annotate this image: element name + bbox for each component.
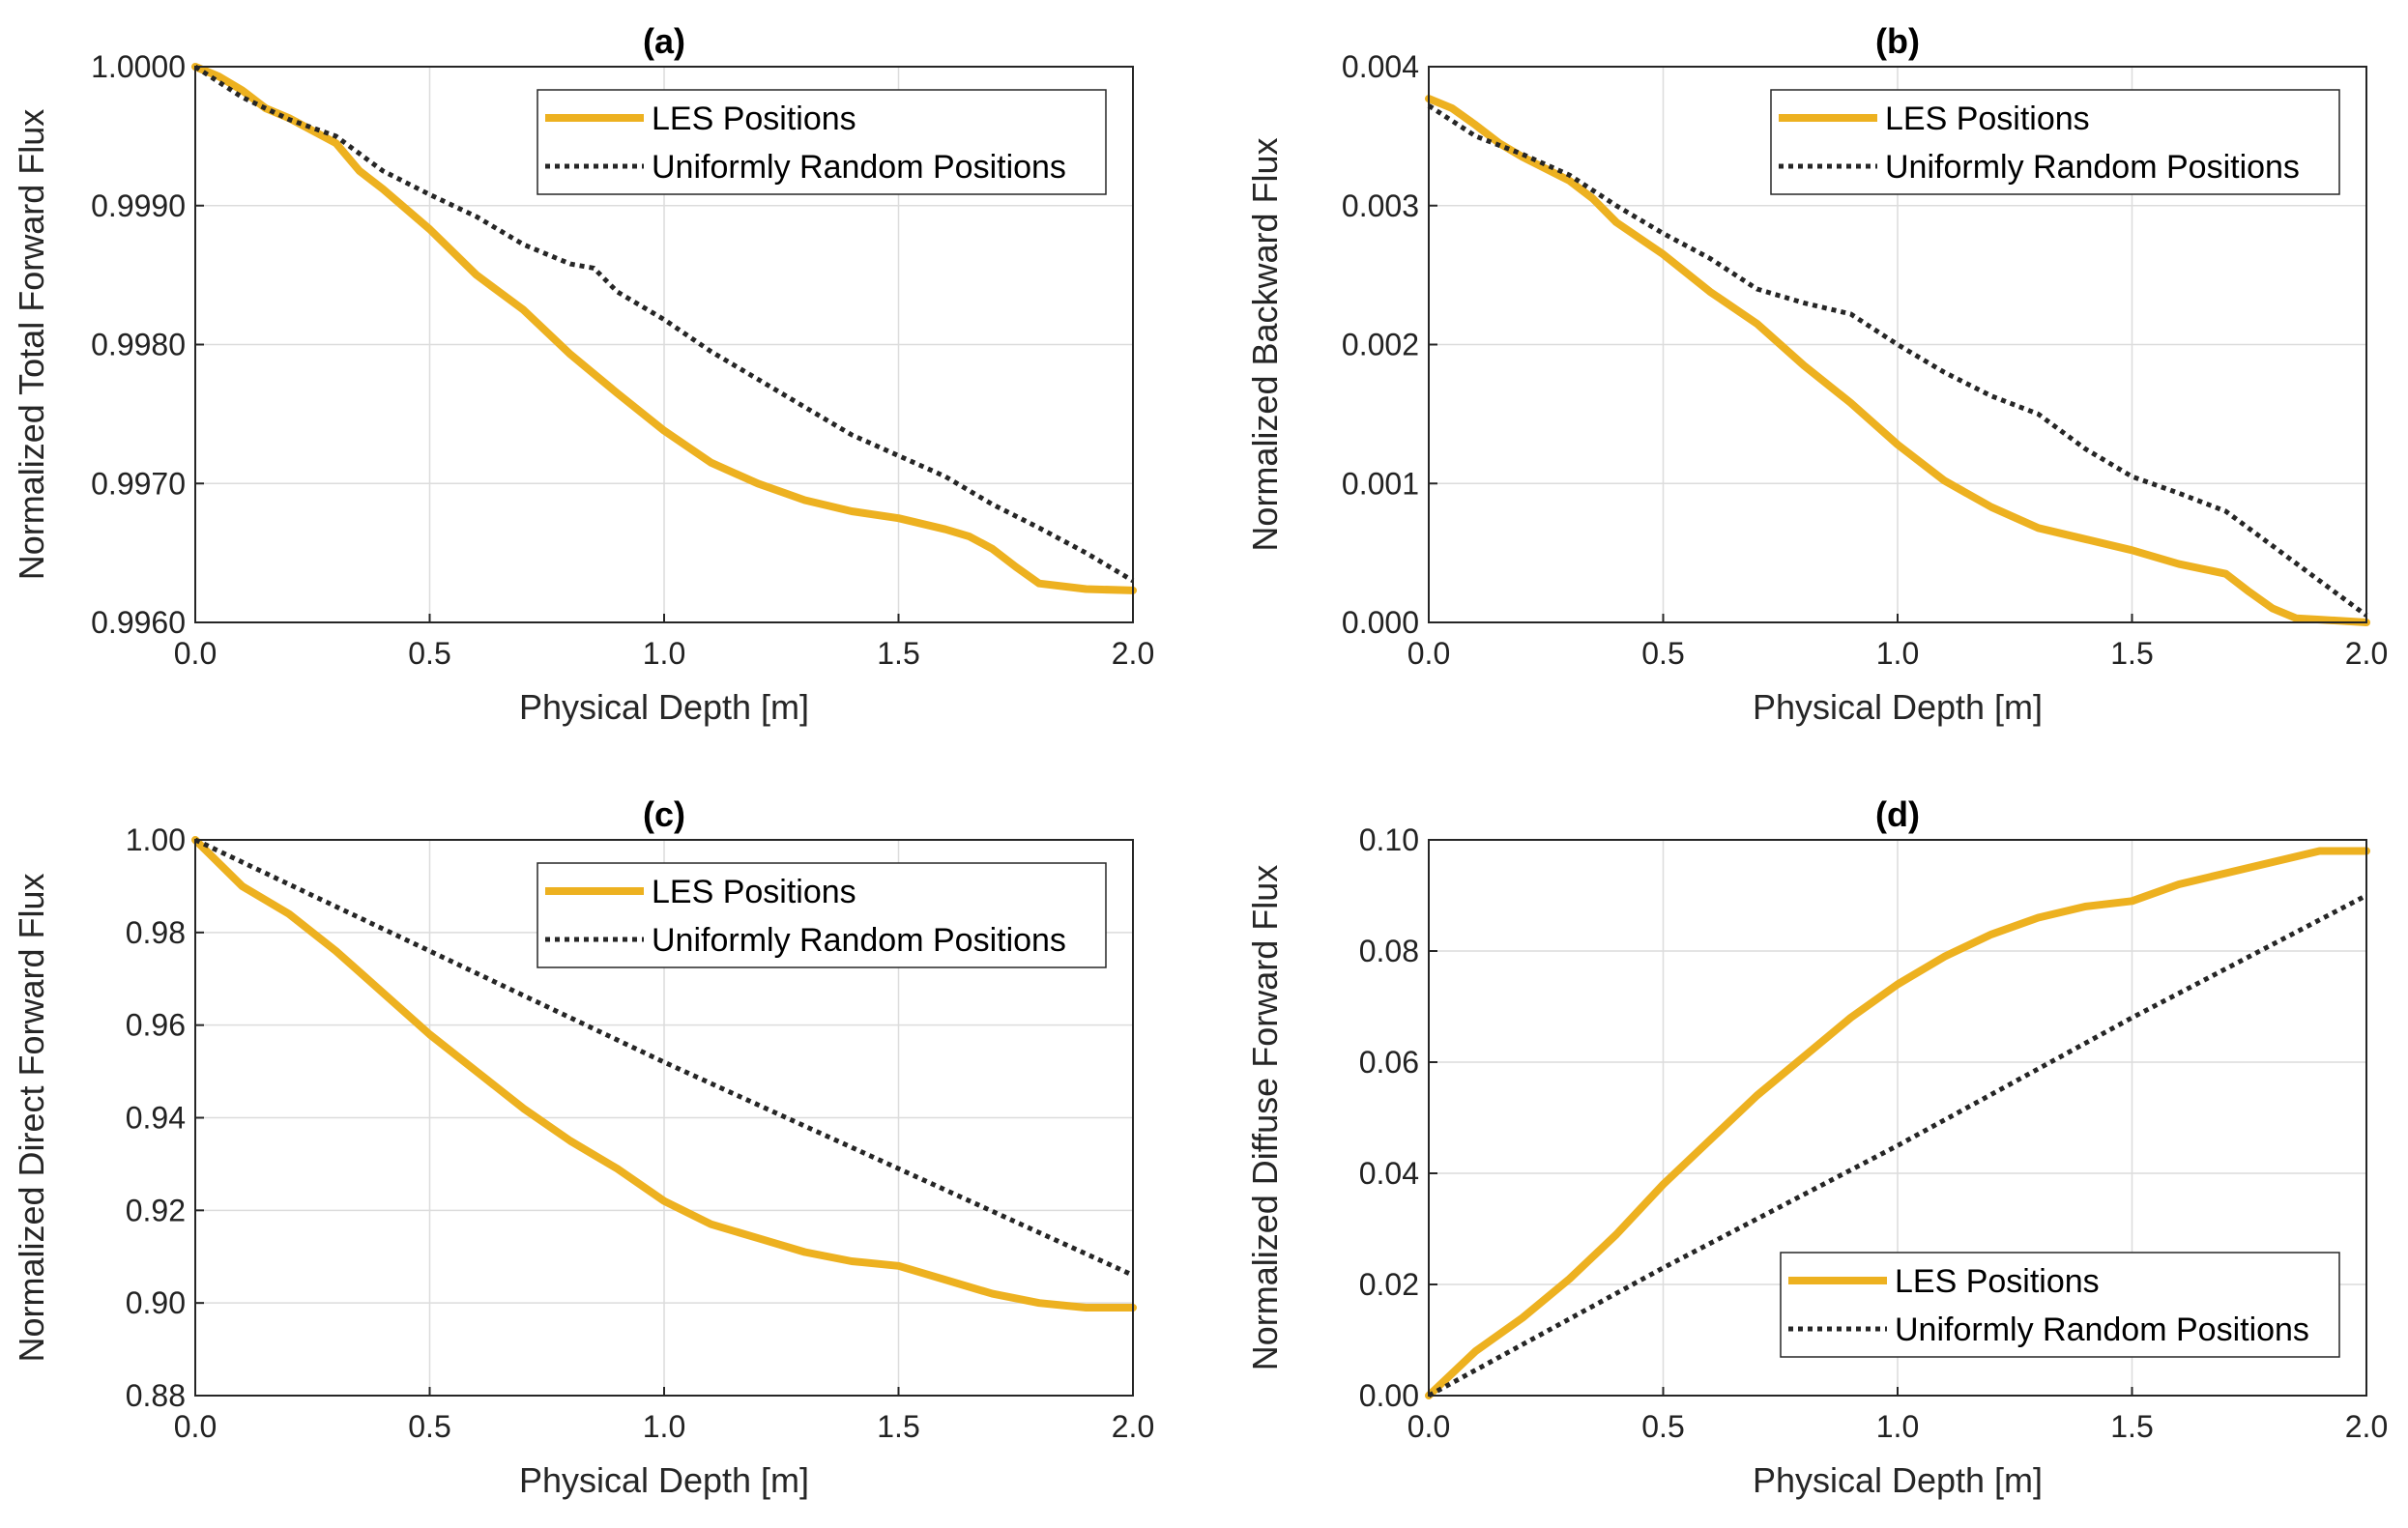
x-tick-label: 1.0 (1876, 636, 1919, 671)
series-line-les (1425, 847, 2370, 1399)
legend: LES Positions Uniformly Random Positions (1770, 89, 2340, 195)
y-tick-label: 0.06 (1359, 1045, 1419, 1080)
y-tick-label: 0.9980 (91, 328, 186, 362)
y-tick-label: 0.9970 (91, 466, 186, 501)
x-tick-label: 0.0 (174, 636, 217, 671)
y-tick-label: 0.001 (1342, 466, 1419, 501)
legend-label: Uniformly Random Positions (652, 922, 1066, 959)
y-tick-label: 0.92 (126, 1193, 186, 1227)
legend-box (537, 862, 1107, 968)
series-line-uniform (193, 837, 1135, 1278)
plot-frame (194, 66, 1134, 623)
legend: LES Positions Uniformly Random Positions (537, 862, 1107, 968)
x-tick-label: 0.5 (408, 636, 450, 671)
plot-frame (1428, 66, 2367, 623)
y-tick-label: 0.002 (1342, 328, 1419, 362)
series-line-les (1425, 95, 2370, 626)
y-tick-label: 0.004 (1342, 49, 1419, 84)
y-tick-label: 0.9990 (91, 188, 186, 223)
x-tick-label: 0.5 (1641, 1409, 1684, 1444)
y-tick-label: 1.0000 (91, 49, 186, 84)
y-tick-label: 0.00 (1359, 1378, 1419, 1413)
plot-frame (1428, 839, 2367, 1397)
legend-label: Uniformly Random Positions (652, 149, 1066, 186)
x-tick-label: 2.0 (1112, 636, 1154, 671)
y-tick-label: 0.10 (1359, 822, 1419, 857)
x-tick-label: 1.0 (1876, 1409, 1919, 1444)
plot-frame (194, 839, 1134, 1397)
legend-label: LES Positions (652, 101, 856, 137)
legend-label: Uniformly Random Positions (1895, 1312, 2309, 1348)
legend: LES Positions Uniformly Random Positions (1780, 1252, 2340, 1358)
legend: LES Positions Uniformly Random Positions (537, 89, 1107, 195)
chart-title: (b) (1875, 21, 1920, 61)
x-axis-label: Physical Depth [m] (1753, 687, 2043, 727)
y-tick-label: 0.000 (1342, 605, 1419, 640)
y-tick-label: 0.94 (126, 1101, 186, 1136)
panel-d: 0.0 0.5 1.0 1.5 2.0 0.00 0.02 0.04 0.06 0.08 0.10 (… (1245, 794, 2388, 1500)
panel-a: 0.0 0.5 1.0 1.5 2.0 0.9960 0.9970 0.9980 0.9990 1… (12, 21, 1154, 727)
legend-label: LES Positions (1895, 1263, 2100, 1300)
legend-label: LES Positions (1885, 101, 2090, 137)
x-tick-label: 1.5 (2110, 1409, 2153, 1444)
x-tick-label: 1.0 (643, 1409, 685, 1444)
legend-box (1780, 1252, 2340, 1358)
y-tick-label: 0.003 (1342, 188, 1419, 223)
chart-title: (c) (643, 794, 685, 834)
x-tick-label: 2.0 (2345, 1409, 2388, 1444)
legend-label: LES Positions (652, 874, 856, 910)
series-line-les (191, 836, 1137, 1312)
x-tick-label: 2.0 (2345, 636, 2388, 671)
chart-title: (d) (1875, 794, 1920, 834)
x-tick-label: 0.0 (174, 1409, 217, 1444)
y-tick-label: 0.96 (126, 1008, 186, 1043)
legend-box (537, 89, 1107, 195)
x-axis-label: Physical Depth [m] (519, 1460, 809, 1500)
x-tick-label: 0.0 (1407, 1409, 1450, 1444)
y-tick-label: 0.90 (126, 1285, 186, 1320)
y-tick-label: 0.08 (1359, 934, 1419, 968)
y-axis-label: Normalized Direct Forward Flux (12, 873, 51, 1362)
legend-box (1770, 89, 2340, 195)
x-tick-label: 1.5 (877, 636, 919, 671)
panel-c: 0.0 0.5 1.0 1.5 2.0 0.88 0.90 0.92 0.94 0.96 0.98 1… (12, 794, 1154, 1500)
y-tick-label: 0.02 (1359, 1267, 1419, 1302)
x-tick-label: 2.0 (1112, 1409, 1154, 1444)
panel-b: 0.0 0.5 1.0 1.5 2.0 0.000 0.001 0.002 0.003 0.004… (1245, 21, 2388, 727)
y-tick-label: 0.04 (1359, 1156, 1419, 1191)
x-tick-label: 0.0 (1407, 636, 1450, 671)
series-line-uniform (193, 64, 1135, 584)
y-axis-label: Normalized Diffuse Forward Flux (1245, 865, 1285, 1371)
x-axis-label: Physical Depth [m] (519, 687, 809, 727)
y-axis-label: Normalized Backward Flux (1245, 137, 1285, 551)
y-tick-label: 0.9960 (91, 605, 186, 640)
y-tick-label: 0.88 (126, 1378, 186, 1413)
x-tick-label: 1.0 (643, 636, 685, 671)
series-line-uniform (1427, 893, 2368, 1398)
x-tick-label: 1.5 (2110, 636, 2153, 671)
legend-label: Uniformly Random Positions (1885, 149, 2300, 186)
x-tick-label: 1.5 (877, 1409, 919, 1444)
y-tick-label: 1.00 (126, 822, 186, 857)
y-axis-label: Normalized Total Forward Flux (12, 109, 51, 581)
x-tick-label: 0.5 (408, 1409, 450, 1444)
x-tick-label: 0.5 (1641, 636, 1684, 671)
chart-title: (a) (643, 21, 685, 61)
series-line-uniform (1427, 103, 2368, 618)
x-axis-label: Physical Depth [m] (1753, 1460, 2043, 1500)
y-tick-label: 0.98 (126, 915, 186, 950)
